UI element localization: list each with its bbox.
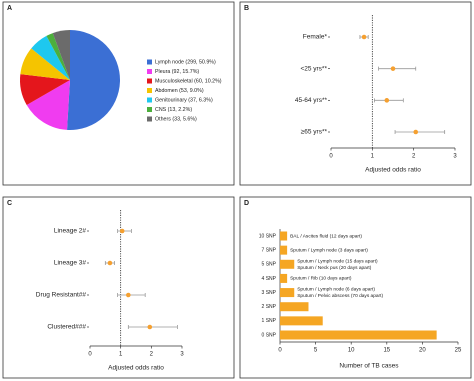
y-tick-label: 3 SNP bbox=[262, 290, 277, 296]
panel-label: D bbox=[244, 200, 249, 207]
x-axis-label: Number of TB cases bbox=[339, 363, 399, 370]
x-tick-label: 3 bbox=[453, 154, 457, 160]
point bbox=[361, 34, 367, 40]
panel-label: C bbox=[7, 200, 12, 207]
y-tick-label: Lineage 3# bbox=[54, 260, 87, 267]
y-tick-label: <25 yrs** bbox=[300, 65, 327, 72]
y-tick-label: Lineage 2# bbox=[54, 228, 87, 235]
panel-frame bbox=[2, 1, 235, 186]
point bbox=[119, 228, 125, 234]
pie-slice bbox=[67, 30, 120, 130]
legend-swatch bbox=[147, 97, 152, 103]
x-axis-label: Adjusted odds ratio bbox=[108, 365, 164, 372]
legend-label: Musculoskeletal (60, 10.2%) bbox=[155, 78, 222, 84]
bar-annotation: Sputum / Neck pus (20 days apart) bbox=[297, 265, 372, 271]
y-tick-label: 1 SNP bbox=[262, 318, 277, 324]
y-tick-label: Female* bbox=[303, 34, 328, 41]
x-tick-label: 20 bbox=[419, 348, 426, 354]
x-tick-label: 1 bbox=[371, 154, 375, 160]
bar-annotation: Sputum / Lymph node (15 days apart) bbox=[297, 258, 378, 264]
x-tick-label: 1 bbox=[119, 352, 123, 358]
x-tick-label: 0 bbox=[329, 154, 333, 160]
pie-slice bbox=[46, 33, 70, 80]
y-tick-label: 2 SNP bbox=[262, 304, 277, 310]
point bbox=[384, 98, 390, 103]
x-tick-label: 0 bbox=[88, 352, 92, 358]
point bbox=[390, 66, 396, 71]
x-tick-label: 10 bbox=[348, 348, 355, 354]
legend-label: Abdomen (53, 9.0%) bbox=[155, 88, 204, 94]
bar bbox=[280, 259, 295, 269]
legend-label: Others (33, 5.6%) bbox=[155, 116, 197, 122]
x-tick-label: 3 bbox=[180, 352, 184, 358]
bar bbox=[280, 273, 288, 283]
x-axis-label: Adjusted odds ratio bbox=[365, 167, 421, 174]
bar-annotation: Sputum / Rib (10 days apart) bbox=[290, 276, 352, 282]
x-tick-label: 5 bbox=[314, 348, 318, 354]
y-tick-label: 0 SNP bbox=[262, 332, 277, 338]
point bbox=[413, 129, 419, 135]
pie-slice bbox=[26, 80, 70, 130]
pie-slice bbox=[19, 74, 70, 105]
panel-label: B bbox=[244, 5, 249, 12]
legend-swatch bbox=[147, 78, 152, 84]
bar bbox=[280, 288, 295, 298]
bar-annotation: Sputum / Pelvic abscess (70 days apart) bbox=[297, 293, 383, 299]
legend-label: Pleura (92, 15.7%) bbox=[155, 69, 199, 75]
pie-slice bbox=[20, 48, 70, 80]
legend-label: Lymph node (299, 50.9%) bbox=[155, 59, 216, 65]
x-tick-label: 2 bbox=[412, 154, 416, 160]
bar-annotation: Sputum / Lymph node (6 days apart) bbox=[297, 287, 375, 293]
bar bbox=[280, 316, 323, 326]
legend-swatch bbox=[147, 88, 152, 93]
y-tick-label: ≥65 yrs** bbox=[301, 129, 328, 136]
panel-frame bbox=[2, 196, 235, 379]
panel-frame bbox=[239, 196, 472, 379]
legend-label: Genitourinary (37, 6.3%) bbox=[155, 97, 213, 103]
legend-swatch bbox=[147, 116, 152, 122]
legend-swatch bbox=[147, 107, 152, 112]
legend-label: CNS (13, 2.2%) bbox=[155, 107, 192, 113]
y-tick-label: Drug Resistant## bbox=[36, 292, 87, 299]
bar bbox=[280, 231, 288, 241]
y-tick-label: Clustered### bbox=[47, 324, 86, 331]
pie-slice bbox=[31, 35, 71, 80]
bar-annotation: Sputum / Lymph node (3 days apart) bbox=[290, 247, 368, 253]
bar bbox=[280, 245, 288, 255]
point bbox=[107, 260, 113, 266]
point bbox=[147, 324, 153, 330]
y-tick-label: 5 SNP bbox=[262, 262, 277, 268]
x-tick-label: 25 bbox=[455, 348, 462, 354]
bar-annotation: BAL / Ascites fluid (12 days apart) bbox=[290, 233, 362, 239]
panel-label: A bbox=[7, 5, 12, 12]
legend-swatch bbox=[147, 59, 152, 65]
legend-swatch bbox=[147, 69, 152, 74]
y-tick-label: 45-64 yrs** bbox=[295, 97, 328, 104]
y-tick-label: 7 SNP bbox=[262, 247, 277, 253]
x-tick-label: 0 bbox=[278, 348, 282, 354]
panel-frame bbox=[239, 1, 472, 186]
y-tick-label: 10 SNP bbox=[259, 233, 277, 239]
x-tick-label: 2 bbox=[150, 352, 154, 358]
x-tick-label: 15 bbox=[383, 348, 390, 354]
point bbox=[126, 292, 131, 298]
pie-slice bbox=[52, 30, 70, 80]
y-tick-label: 4 SNP bbox=[262, 276, 277, 282]
bar bbox=[280, 302, 309, 312]
bar bbox=[280, 330, 437, 340]
